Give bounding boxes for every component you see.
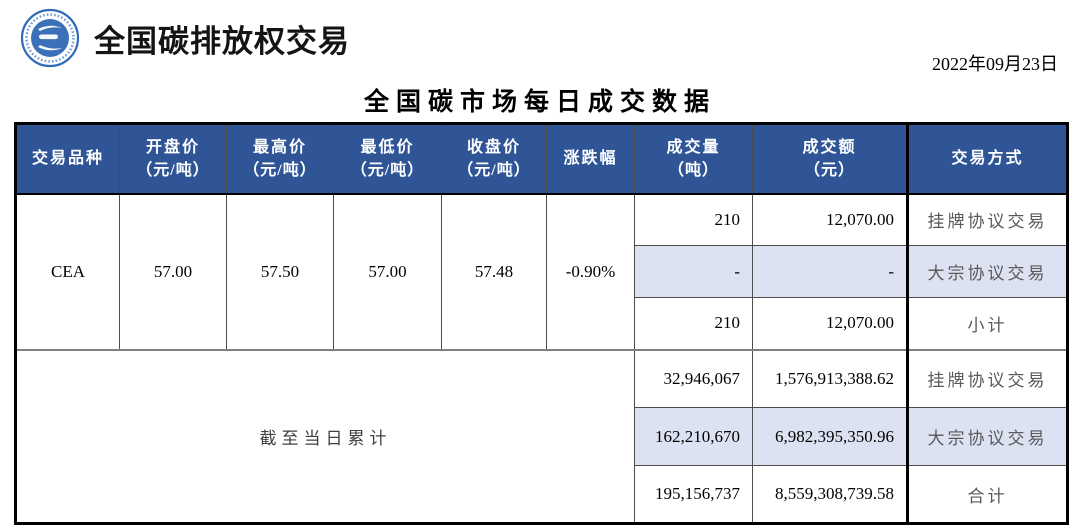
col-header-volume: 成交量 （吨） [634, 123, 753, 195]
col-header-unit: （元/吨） [350, 161, 425, 179]
cumulative-row-listed: 截至当日累计 32,946,067 1,576,913,388.62 挂牌协议交… [15, 348, 1068, 524]
col-header-unit: （吨） [667, 161, 719, 179]
brand-title: 全国碳排放权交易 [94, 23, 350, 59]
header-bar: 全国碳排放权交易 [20, 8, 350, 68]
cell-trade-method: 小计 [906, 297, 1068, 350]
cell-low-price: 57.00 [333, 193, 442, 350]
cell-trade-method: 挂牌协议交易 [906, 193, 1068, 246]
cell-product: CEA [15, 193, 120, 350]
daily-row-subtotal: 210 12,070.00 小计 [16, 297, 1068, 350]
cell-amount: - [752, 245, 908, 298]
cell-change-percent: -0.90% [546, 193, 635, 350]
cell-high-price: 57.50 [226, 193, 334, 350]
cell-close-price: 57.48 [441, 193, 547, 350]
col-header-low: 最低价 （元/吨） [333, 123, 442, 195]
col-header-amount: 成交额 （元） [752, 123, 908, 195]
col-header-open: 开盘价 （元/吨） [119, 123, 227, 195]
daily-trade-table: 交易品种 开盘价 （元/吨） 最高价 （元/吨） 最低价 （元/吨） [14, 122, 1069, 525]
cell-volume: 32,946,067 [634, 348, 753, 408]
cumulative-row-total: 195,156,737 8,559,308,739.58 合计 [16, 465, 1068, 524]
cell-open-price: 57.00 [119, 193, 227, 350]
cumulative-row-block: 162,210,670 6,982,395,350.96 大宗协议交易 [16, 407, 1068, 466]
col-header-method: 交易方式 [906, 123, 1068, 195]
col-header-unit: （元/吨） [457, 161, 531, 179]
col-header-label: 成交额 [802, 138, 857, 156]
col-header-unit: （元/吨） [243, 161, 317, 179]
col-header-close: 收盘价 （元/吨） [441, 123, 547, 195]
cell-amount: 6,982,395,350.96 [752, 407, 908, 466]
col-header-change: 涨跌幅 [546, 123, 635, 195]
col-header-label: 收盘价 [466, 138, 521, 156]
report-date: 2022年09月23日 [932, 54, 1058, 74]
cell-trade-method: 合计 [906, 465, 1068, 524]
col-header-label: 成交量 [666, 138, 721, 156]
header-row: 交易品种 开盘价 （元/吨） 最高价 （元/吨） 最低价 （元/吨） [15, 123, 1068, 195]
col-header-label: 交易方式 [951, 150, 1024, 168]
daily-row-block: - - 大宗协议交易 [16, 245, 1068, 298]
col-header-product: 交易品种 [15, 123, 120, 195]
cell-trade-method: 挂牌协议交易 [906, 348, 1068, 408]
cell-volume: 210 [634, 193, 753, 246]
cell-volume: 195,156,737 [634, 465, 753, 524]
col-header-high: 最高价 （元/吨） [226, 123, 334, 195]
cell-volume: 210 [634, 297, 753, 350]
cumulative-label: 截至当日累计 [15, 348, 635, 524]
cell-amount: 12,070.00 [752, 297, 908, 350]
col-header-unit: （元/吨） [136, 161, 210, 179]
daily-row-listed: CEA 57.00 57.50 57.00 57.48 -0.90% 210 1… [15, 193, 1068, 350]
col-header-label: 开盘价 [145, 138, 200, 156]
cell-volume: - [634, 245, 753, 298]
cell-trade-method: 大宗协议交易 [906, 407, 1068, 466]
cell-amount: 12,070.00 [752, 193, 908, 246]
cell-trade-method: 大宗协议交易 [906, 245, 1068, 298]
col-header-unit: （元） [803, 161, 855, 179]
carbon-exchange-logo-icon [20, 8, 80, 68]
page-title: 全国碳市场每日成交数据 [363, 89, 716, 116]
col-header-label: 交易品种 [31, 150, 104, 168]
col-header-label: 涨跌幅 [563, 150, 618, 168]
col-header-label: 最低价 [360, 138, 415, 156]
col-header-label: 最高价 [252, 138, 307, 156]
cell-volume: 162,210,670 [634, 407, 753, 466]
cell-amount: 8,559,308,739.58 [752, 465, 908, 524]
cell-amount: 1,576,913,388.62 [752, 348, 908, 408]
